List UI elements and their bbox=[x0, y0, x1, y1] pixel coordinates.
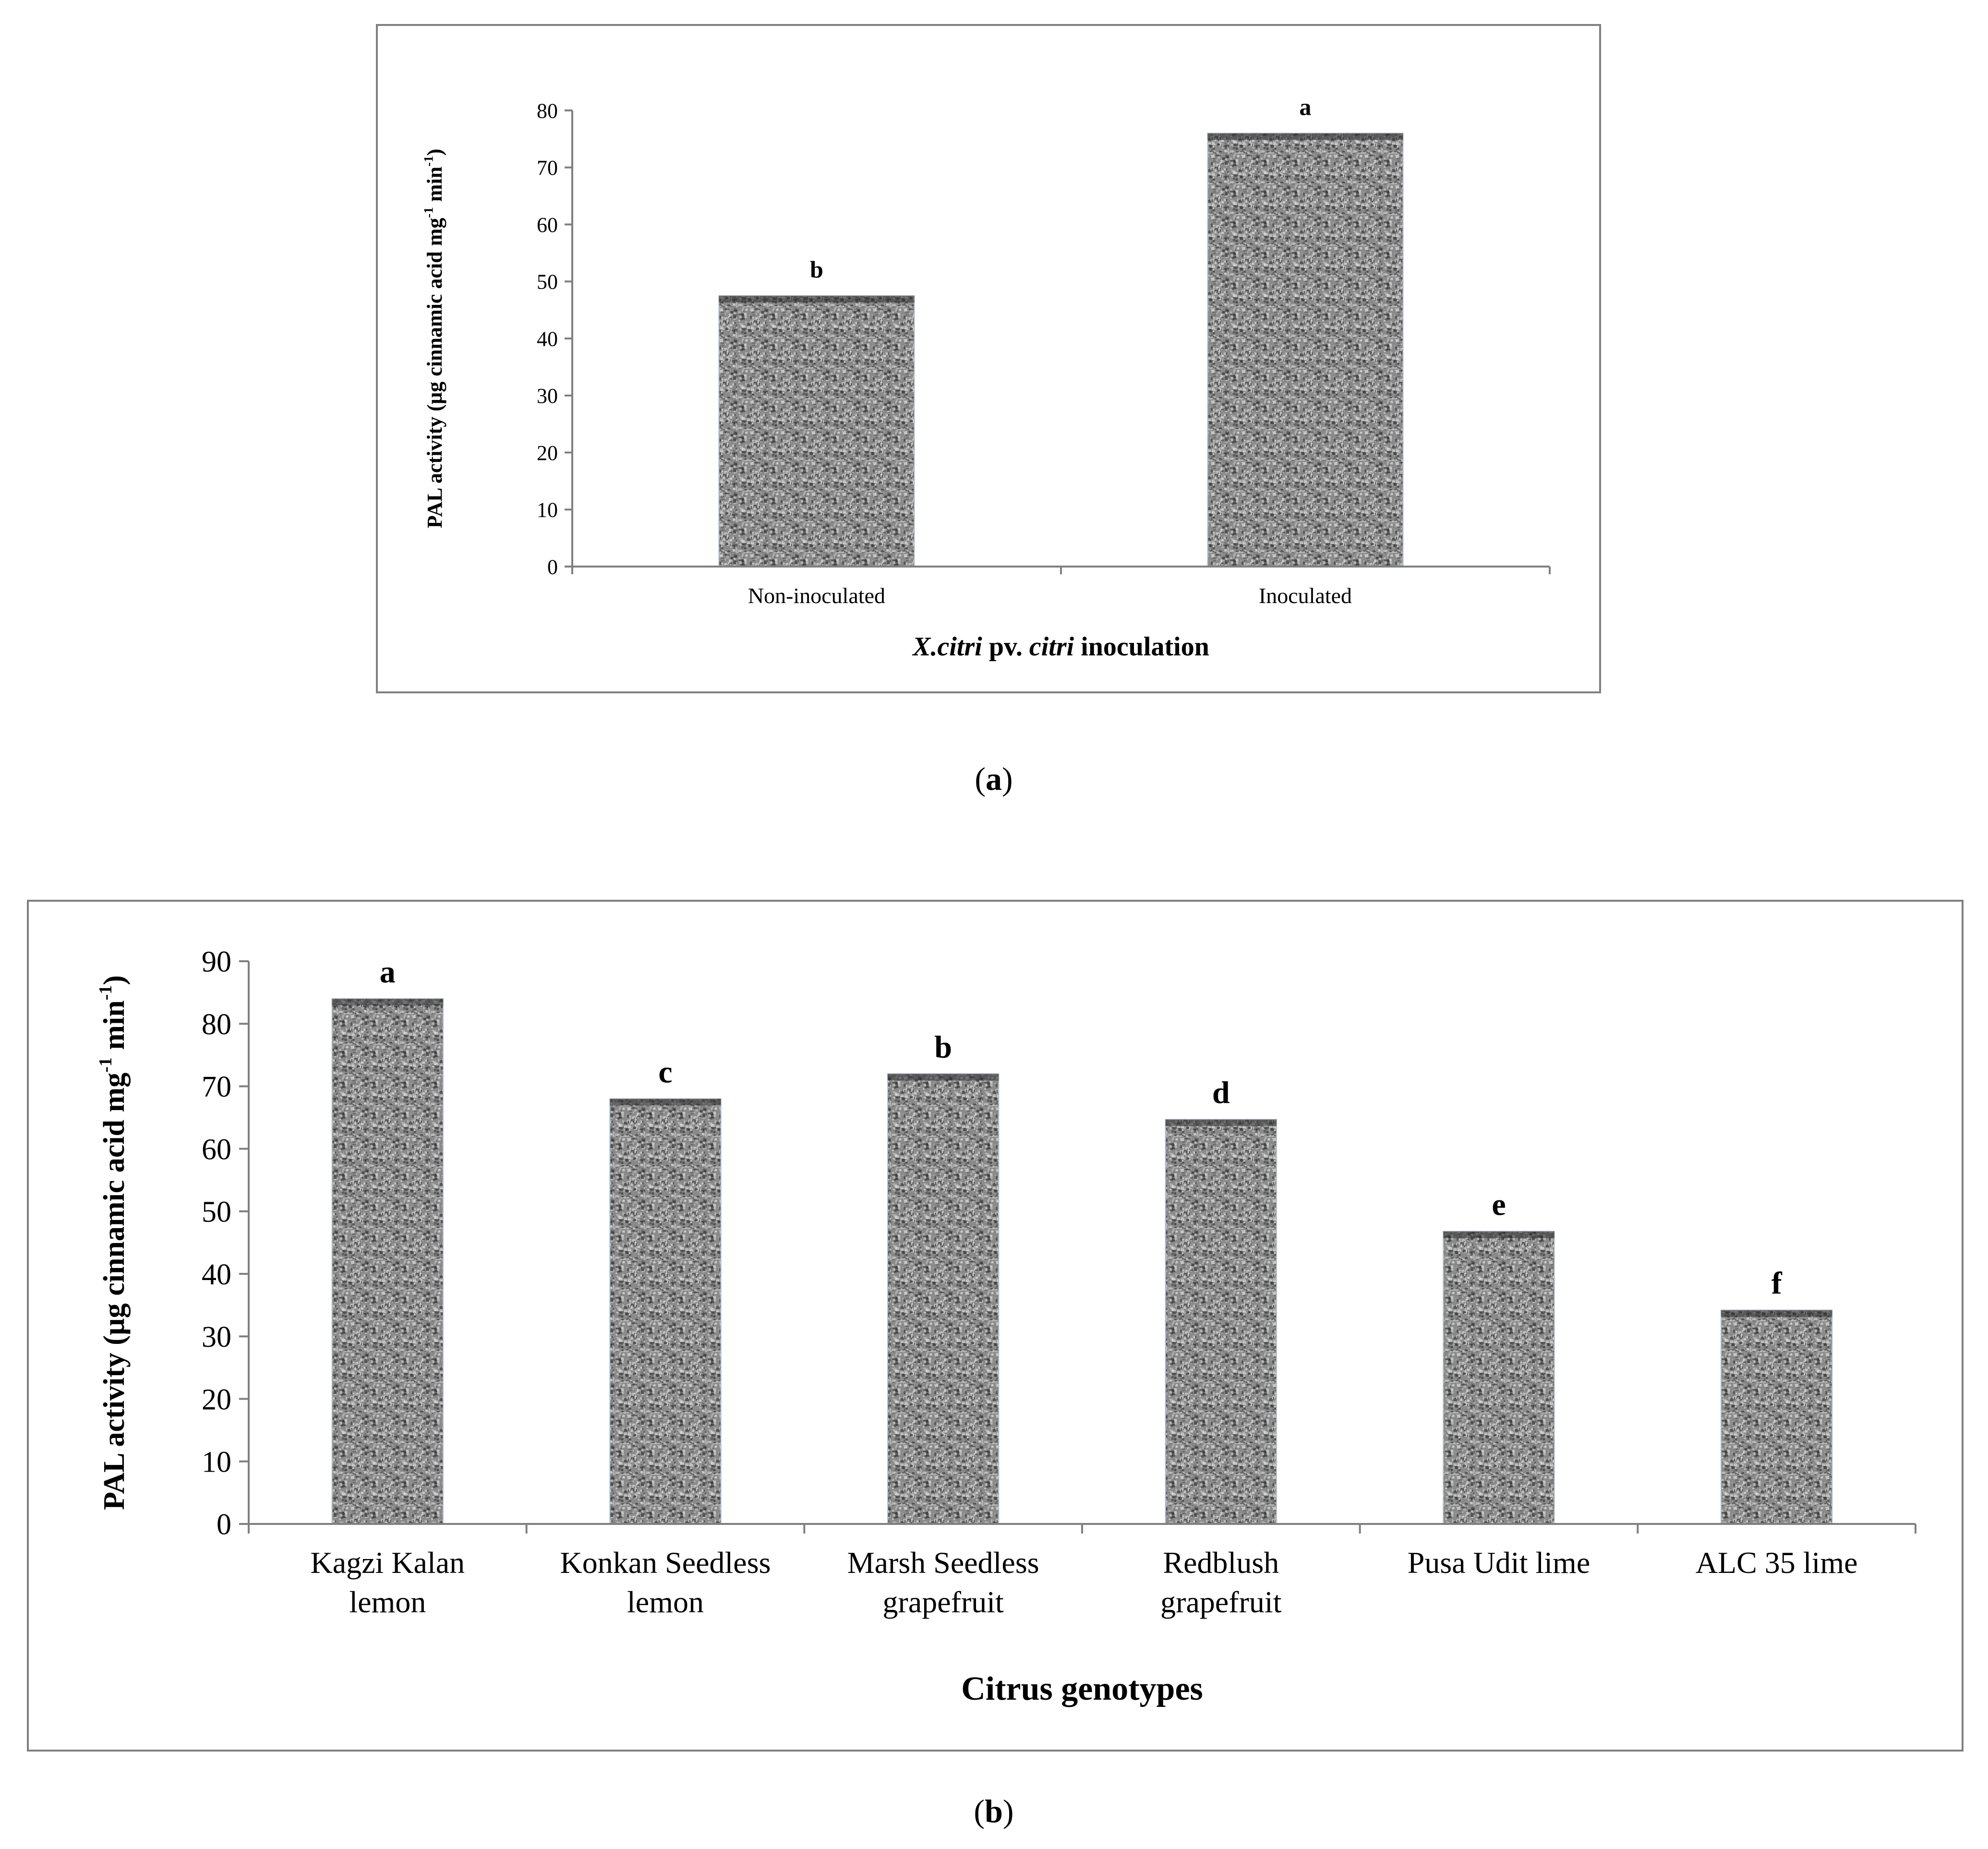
chart-b-y-tick-label: 20 bbox=[202, 1383, 231, 1416]
panel-a-frame bbox=[376, 24, 1601, 693]
chart-b-bar bbox=[887, 1073, 1000, 1524]
panel-b-chart: a c b d e f 0 10 20 30 40 50 60 70 80 90 Kagzi Kalan lemo… bbox=[27, 900, 1964, 1752]
chart-b-y-axis-title: PAL activity (µg cinnamic acid mg-1 min-… bbox=[96, 975, 131, 1510]
chart-b-category-label: Pusa Udit lime bbox=[1408, 1546, 1590, 1580]
chart-b-significance-letter: c bbox=[658, 1055, 672, 1090]
panel-b-caption: (b) bbox=[974, 1793, 1013, 1829]
chart-b-category-label: ALC 35 lime bbox=[1696, 1546, 1858, 1580]
chart-b-y-tick-label: 30 bbox=[202, 1321, 231, 1354]
chart-b-significance-letter: f bbox=[1771, 1266, 1783, 1301]
chart-b-bar bbox=[1443, 1231, 1555, 1525]
chart-a-y-tick-label: 20 bbox=[537, 441, 558, 465]
chart-b-category-label: Kagzi Kalan lemon bbox=[311, 1546, 465, 1619]
chart-a-y-tick-label: 30 bbox=[537, 384, 558, 408]
panel-a-caption: (a) bbox=[975, 761, 1012, 797]
chart-a-y-tick-label: 70 bbox=[537, 156, 558, 180]
chart-b-x-axis-title: Citrus genotypes bbox=[961, 1670, 1203, 1707]
chart-a-y-tick-label: 50 bbox=[537, 270, 558, 294]
chart-b-y-tick-label: 50 bbox=[202, 1196, 231, 1229]
chart-b-bar bbox=[609, 1098, 722, 1524]
chart-a-bar-cap bbox=[1207, 133, 1403, 140]
chart-b-significance-letter: b bbox=[934, 1029, 952, 1064]
chart-b-y-tick-label: 0 bbox=[217, 1509, 231, 1541]
chart-b-y-tick-label: 90 bbox=[202, 946, 231, 979]
chart-b-y-tick-label: 80 bbox=[202, 1008, 231, 1041]
chart-b-category-label: Konkan Seedless lemon bbox=[560, 1546, 771, 1619]
chart-b-bar bbox=[1165, 1119, 1277, 1524]
chart-b-bar bbox=[1720, 1309, 1833, 1525]
chart-b-bar-cap bbox=[1443, 1231, 1554, 1238]
chart-a-significance-letter: b bbox=[810, 256, 823, 283]
chart-a-y-tick-label: 80 bbox=[537, 99, 558, 122]
chart-a-y-tick-label: 60 bbox=[537, 213, 558, 237]
chart-b-y-tick-label: 10 bbox=[202, 1446, 231, 1478]
chart-b-bar-cap bbox=[610, 1099, 721, 1106]
chart-a-x-axis-title: X.citri pv. citri inoculation bbox=[912, 632, 1209, 662]
chart-b-category-label: Redblush grapefruit bbox=[1160, 1546, 1282, 1619]
chart-a-significance-letter: a bbox=[1300, 94, 1312, 121]
chart-a-y-tick-label: 10 bbox=[537, 498, 558, 522]
chart-a-y-tick-label: 40 bbox=[537, 327, 558, 350]
chart-a-bar-cap bbox=[719, 295, 915, 302]
chart-b-y-tick-label: 40 bbox=[202, 1258, 231, 1291]
chart-b-bar-cap bbox=[332, 999, 444, 1006]
chart-b-bar-cap bbox=[1721, 1310, 1832, 1317]
chart-b-y-tick-label: 70 bbox=[202, 1071, 231, 1103]
panel-b-frame bbox=[27, 900, 1964, 1752]
chart-b-significance-letter: a bbox=[380, 955, 396, 990]
chart-b-y-tick-label: 60 bbox=[202, 1133, 231, 1166]
chart-b-bar bbox=[331, 998, 444, 1525]
chart-a-y-tick-label: 0 bbox=[547, 555, 558, 579]
chart-b-category-label: Marsh Seedless grapefruit bbox=[847, 1546, 1039, 1619]
chart-a-bar bbox=[1207, 133, 1404, 567]
chart-a-bar bbox=[718, 295, 915, 567]
chart-a-category-label: Inoculated bbox=[1259, 583, 1352, 608]
chart-a-category-label: Non-inoculated bbox=[748, 583, 885, 608]
chart-b-bar-cap bbox=[887, 1074, 999, 1081]
chart-b-significance-letter: d bbox=[1212, 1076, 1230, 1111]
chart-b-significance-letter: e bbox=[1492, 1187, 1506, 1222]
chart-a-y-axis-title: PAL activity (µg cinnamic acid mg-1 min-… bbox=[422, 149, 446, 529]
panel-a-chart: b a 0 10 20 30 40 50 60 70 80 Non-inoculated Inocula… bbox=[376, 24, 1601, 693]
chart-b-bar-cap bbox=[1165, 1119, 1277, 1126]
